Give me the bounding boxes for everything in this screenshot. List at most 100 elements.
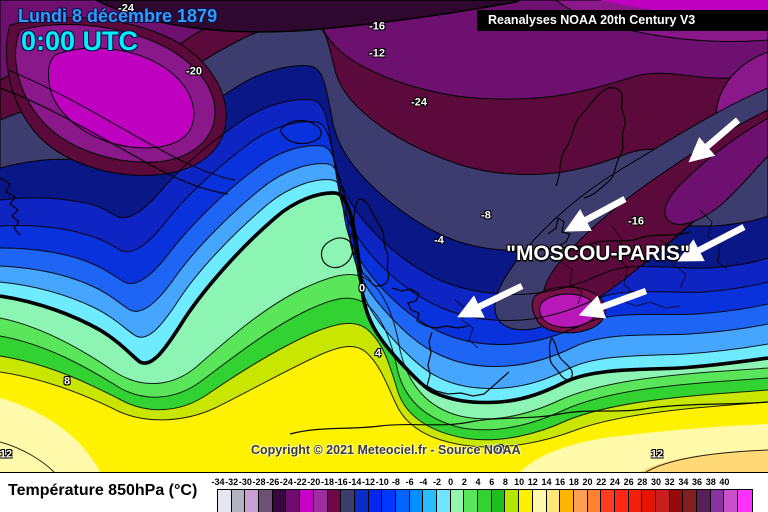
legend-swatch xyxy=(218,490,232,512)
legend-cell: 6 xyxy=(489,478,506,512)
copyright-text: Copyright © 2021 Meteociel.fr - Source N… xyxy=(251,443,521,457)
legend-swatch xyxy=(464,490,479,512)
legend-tick-label: -22 xyxy=(293,477,307,487)
legend-cell: 38 xyxy=(706,478,725,512)
legend-color-bar: -34 -32 -30 -28 -26 -24 -22 -20 -18 -16 -14 -12 -10-… xyxy=(211,478,753,512)
legend-swatch xyxy=(519,490,533,512)
temperature-map: -24 -20 -24 -16 -12 -8 -4 -16 0 4 8 8 12 12 Lundi 8 d… xyxy=(0,0,768,472)
contour-label: -12 xyxy=(369,47,385,60)
legend-cell: 32 xyxy=(665,478,684,512)
legend-cell: -18 xyxy=(321,478,342,512)
legend-tick-label: -6 xyxy=(405,477,414,487)
legend-tick-label: -10 xyxy=(375,477,389,487)
legend-swatch xyxy=(697,490,711,512)
legend-swatch xyxy=(395,490,410,512)
legend-swatch xyxy=(656,490,670,512)
time-label: 0:00 UTC xyxy=(21,26,139,56)
legend-swatch xyxy=(382,490,396,512)
legend-swatch xyxy=(642,490,656,512)
legend-cell: -8 xyxy=(392,478,410,512)
contour-label: -24 xyxy=(411,96,427,109)
legend-tick-label: 16 xyxy=(555,477,566,487)
legend-cell: -28 xyxy=(253,478,273,512)
legend-tick-label: 24 xyxy=(609,477,620,487)
contour-label: 12 xyxy=(650,448,664,461)
legend-tick-label: -30 xyxy=(238,477,252,487)
legend-cell: -24 xyxy=(280,478,301,512)
legend-swatch xyxy=(738,490,752,512)
legend-swatch xyxy=(272,490,287,512)
legend-swatch xyxy=(286,490,301,512)
legend-cell: 28 xyxy=(637,478,656,512)
legend-tick-label: -4 xyxy=(419,477,428,487)
legend-swatch xyxy=(724,490,739,512)
reanalysis-source-box: Reanalyses NOAA 20th Century V3 xyxy=(477,10,768,31)
legend-swatch xyxy=(546,490,561,512)
legend-tick-label: 8 xyxy=(502,477,508,487)
legend-cell: -4 xyxy=(419,478,437,512)
legend-cell: 14 xyxy=(541,478,561,512)
legend-tick-label: 32 xyxy=(664,477,675,487)
legend-cell: 8 xyxy=(503,478,520,512)
legend-tick-label: 2 xyxy=(461,477,467,487)
legend-tick-label: 10 xyxy=(514,477,525,487)
legend-swatch xyxy=(245,490,260,512)
contour-label: 8 xyxy=(63,375,71,388)
legend-swatch xyxy=(601,490,615,512)
legend-swatch xyxy=(450,490,465,512)
legend-tick-label: -14 xyxy=(348,477,362,487)
legend-tick-label: -18 xyxy=(320,477,335,487)
legend-cell: 40 xyxy=(719,478,739,512)
contour-label: -24 xyxy=(118,2,134,15)
legend-tick-label: 14 xyxy=(541,477,552,487)
legend-tick-label: 34 xyxy=(678,477,689,487)
legend-cell: 34 xyxy=(678,478,698,512)
contour-label: -16 xyxy=(628,215,644,228)
contour-label: 4 xyxy=(374,347,382,360)
legend-tick-label: 4 xyxy=(475,477,481,487)
legend-tick-label: -28 xyxy=(252,477,266,487)
legend-swatch xyxy=(491,490,506,512)
legend-tick-label: 6 xyxy=(489,477,495,487)
legend-cell: 16 xyxy=(555,478,574,512)
legend-cell: -34 xyxy=(211,478,232,512)
legend-cell: 20 xyxy=(583,478,602,512)
contour-label: -4 xyxy=(434,234,444,247)
contour-label: 12 xyxy=(0,448,13,461)
legend-swatch xyxy=(231,490,246,512)
legend-tick-label: -8 xyxy=(391,477,400,487)
legend-tick-label: 12 xyxy=(527,477,538,487)
contour-label: 0 xyxy=(358,282,366,295)
legend-swatch xyxy=(354,490,369,512)
legend-swatch xyxy=(683,490,698,512)
legend-cell: 24 xyxy=(610,478,629,512)
legend-cell: 12 xyxy=(528,478,547,512)
legend-title: Température 850hPa (°C) xyxy=(8,482,198,499)
legend-swatch xyxy=(327,490,342,512)
contour-label: 8 xyxy=(496,443,504,456)
legend-swatch xyxy=(313,490,328,512)
legend-swatch xyxy=(478,490,492,512)
legend: Température 850hPa (°C) -34 -32 -30 -28 -2 6 -… xyxy=(0,472,768,512)
legend-tick-label: 18 xyxy=(568,477,579,487)
legend-cell: 26 xyxy=(624,478,643,512)
legend-tick-label: 36 xyxy=(692,477,703,487)
legend-swatch xyxy=(437,490,451,512)
legend-tick-label: 30 xyxy=(650,477,662,487)
legend-cell: -16 xyxy=(335,478,355,512)
legend-cell: -2 xyxy=(433,478,451,512)
legend-swatch xyxy=(587,490,602,512)
contour-label: -16 xyxy=(369,20,385,33)
date-label: Lundi 8 décembre 1879 xyxy=(18,6,218,26)
contour-label: -20 xyxy=(186,65,202,78)
legend-swatch xyxy=(614,490,629,512)
legend-cell: 36 xyxy=(692,478,711,512)
legend-tick-label: 20 xyxy=(582,477,593,487)
legend-tick-label: -16 xyxy=(334,477,348,487)
legend-cell: -32 xyxy=(225,478,246,512)
legend-swatch xyxy=(628,490,643,512)
legend-swatch xyxy=(341,490,355,512)
legend-cell: -10 xyxy=(376,478,396,512)
legend-cell: 10 xyxy=(514,478,533,512)
legend-tick-label: -24 xyxy=(279,477,293,487)
